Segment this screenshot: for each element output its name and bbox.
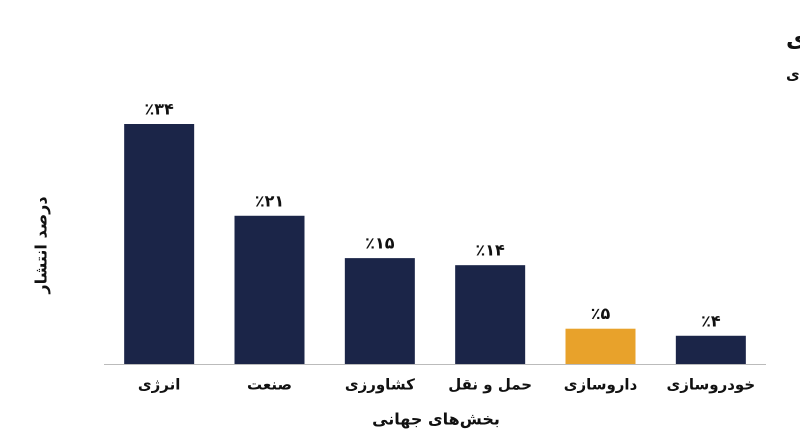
bar (344, 258, 415, 364)
chart-title: مقایسه ردپای کربن جهانی: پیشی گرفتن دارو… (786, 26, 800, 53)
x-tick-label: انرژی (138, 376, 181, 394)
value-label: ٪۴ (701, 311, 721, 330)
x-tick-label: خودروسازی (667, 376, 756, 394)
bar (234, 215, 305, 364)
x-tick-label: حمل و نقل (448, 376, 532, 394)
x-axis-label: بخش‌های جهانی (372, 410, 500, 429)
value-label: ٪۱۴ (476, 241, 506, 260)
chart-subtitle: درصد انتشار گازهای گلخانه‌ای (786, 66, 800, 84)
x-tick-label: داروسازی (564, 376, 638, 394)
y-axis-label: درصد انتشار (32, 196, 51, 294)
bar (675, 335, 746, 364)
value-label: ٪۵ (591, 304, 611, 323)
x-tick-label: صنعت (247, 376, 292, 394)
bar (124, 124, 195, 364)
x-tick-label: کشاورزی (345, 376, 415, 394)
value-label: ٪۲۱ (255, 191, 284, 210)
value-label: ٪۳۴ (145, 100, 175, 119)
bar (455, 265, 526, 364)
value-label: ٪۱۵ (365, 234, 395, 253)
bar (565, 328, 636, 364)
